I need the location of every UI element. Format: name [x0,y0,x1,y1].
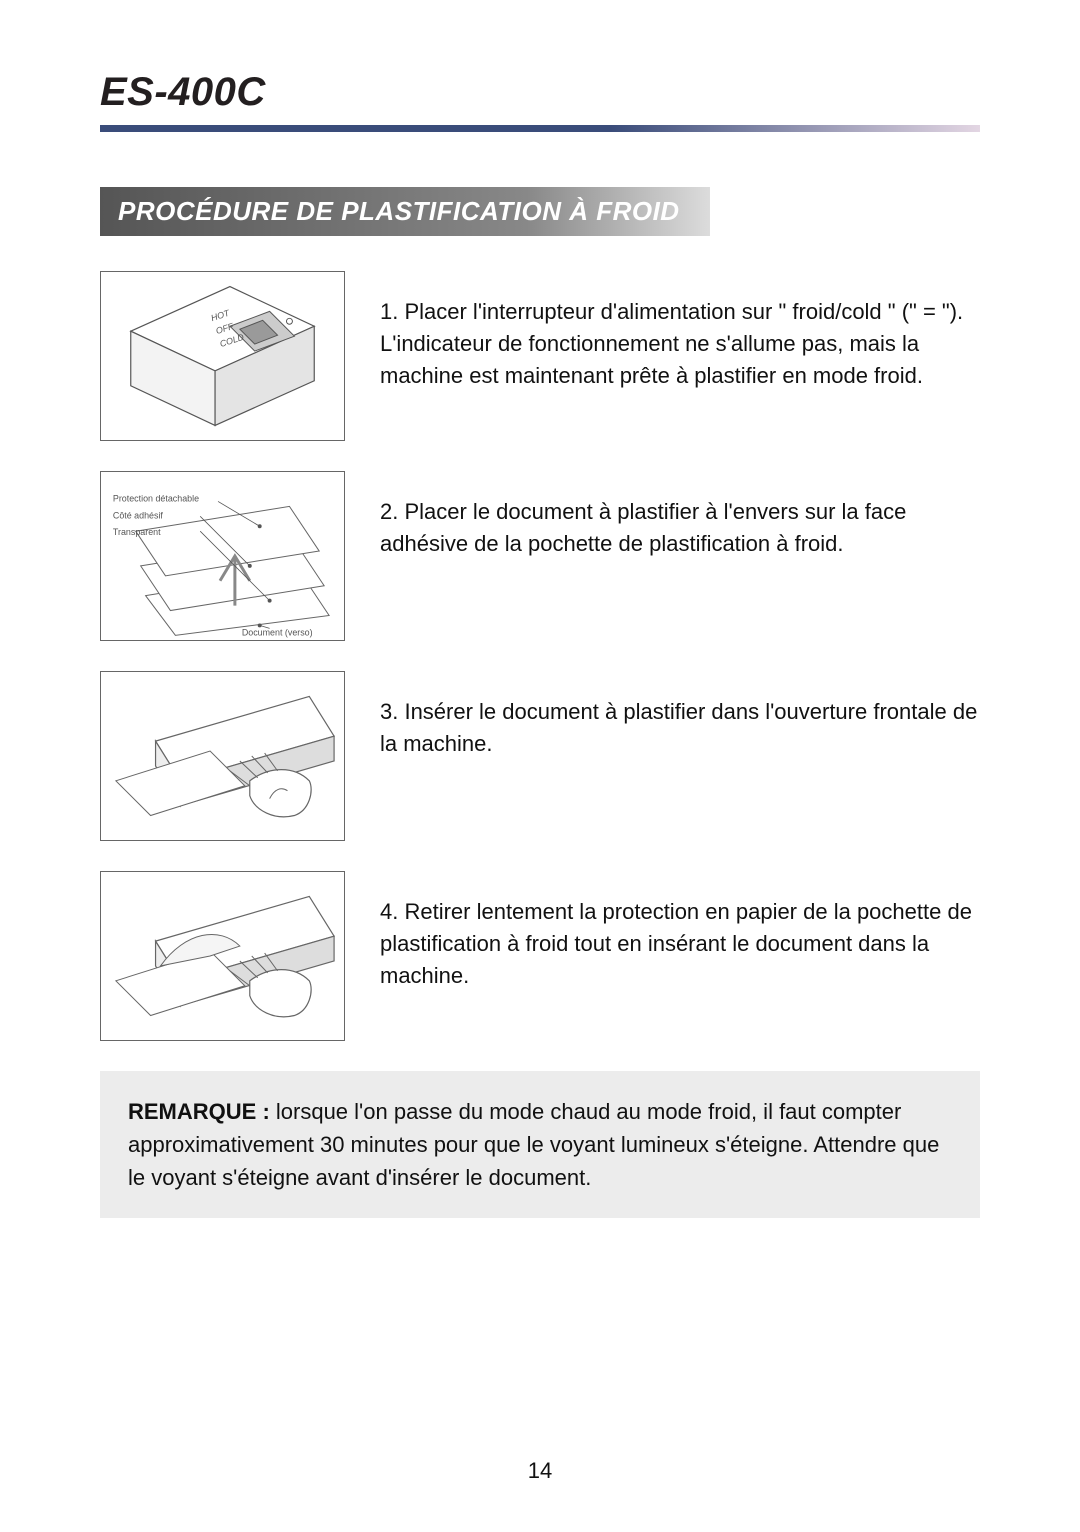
insert-machine-icon [101,671,344,841]
fig2-label-2: Côté adhésif [113,510,164,520]
step-1: HOT OFF COLD 1. Placer l'interrupteur d'… [100,271,980,441]
step-1-figure: HOT OFF COLD [100,271,345,441]
step-3-text: 3. Insérer le document à plastifier dans… [345,696,980,760]
step-1-text: 1. Placer l'interrupteur d'alimentation … [345,296,980,392]
step-2-figure: Protection détachable Côté adhésif Trans… [100,471,345,641]
section-banner: PROCÉDURE DE PLASTIFICATION À FROID [100,187,710,236]
page-number: 14 [0,1458,1080,1484]
pouch-layers-icon: Protection détachable Côté adhésif Trans… [101,471,344,641]
step-4-figure [100,871,345,1041]
fig2-label-4: Document (verso) [242,627,313,637]
steps-list: HOT OFF COLD 1. Placer l'interrupteur d'… [100,271,980,1041]
switch-box-icon: HOT OFF COLD [101,271,344,441]
note-box: REMARQUE : lorsque l'on passe du mode ch… [100,1071,980,1218]
step-3-figure [100,671,345,841]
note-label: REMARQUE : [128,1099,276,1124]
step-2: Protection détachable Côté adhésif Trans… [100,471,980,641]
step-2-text: 2. Placer le document à plastifier à l'e… [345,496,980,560]
peel-machine-icon [101,871,344,1041]
title-rule [100,125,980,132]
fig2-label-3: Transparent [113,527,161,537]
page: ES-400C PROCÉDURE DE PLASTIFICATION À FR… [0,0,1080,1532]
step-4: 4. Retirer lentement la protection en pa… [100,871,980,1041]
model-title: ES-400C [100,70,980,115]
step-3: 3. Insérer le document à plastifier dans… [100,671,980,841]
step-4-text: 4. Retirer lentement la protection en pa… [345,896,980,992]
fig2-label-1: Protection détachable [113,493,199,503]
